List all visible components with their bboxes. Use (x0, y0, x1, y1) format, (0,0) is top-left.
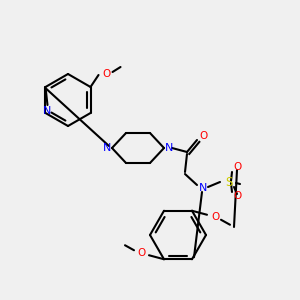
Text: N: N (103, 143, 111, 153)
Text: N: N (43, 106, 52, 116)
Text: O: O (102, 69, 111, 79)
Text: O: O (234, 191, 242, 201)
Text: O: O (137, 248, 145, 258)
Text: O: O (200, 131, 208, 141)
Text: N: N (199, 183, 207, 193)
Text: N: N (165, 143, 173, 153)
Text: O: O (234, 162, 242, 172)
Text: O: O (211, 212, 219, 222)
Text: S: S (225, 176, 233, 188)
